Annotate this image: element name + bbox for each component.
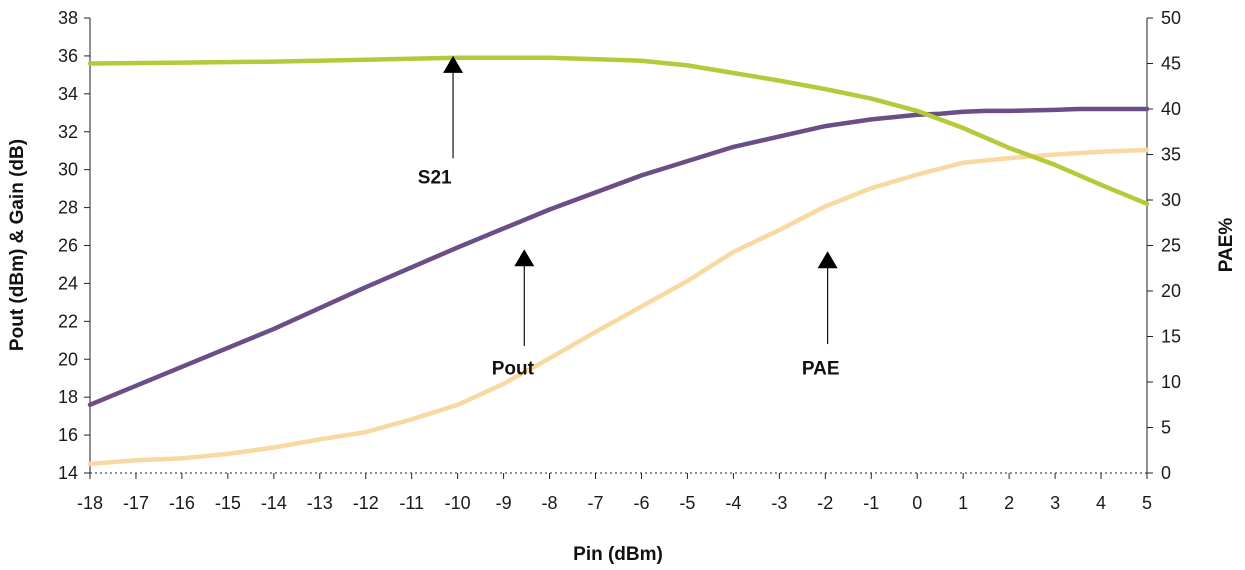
y-left-axis-title: Pout (dBm) & Gain (dB) xyxy=(7,139,28,351)
y-right-tick-label: 5 xyxy=(1161,418,1171,438)
x-tick-label: -6 xyxy=(633,493,649,513)
y-left-tick-label: 18 xyxy=(58,387,78,407)
annotation-label-s21: S21 xyxy=(418,167,452,188)
annotation-layer: S21 Pout PAE xyxy=(418,55,840,380)
x-tick-label: -10 xyxy=(445,493,471,513)
y-left-tick-label: 34 xyxy=(58,84,78,104)
x-tick-label: -1 xyxy=(863,493,879,513)
x-tick-label: -16 xyxy=(169,493,195,513)
x-tick-label: -11 xyxy=(399,493,424,513)
x-tick-label: -5 xyxy=(679,493,695,513)
x-tick-label: -17 xyxy=(123,493,149,513)
series-line-pout xyxy=(87,106,1150,408)
x-tick-label: -4 xyxy=(725,493,741,513)
x-tick-label: 5 xyxy=(1142,493,1152,513)
x-ticks: -18 -17 -16 -15 -14 -13 -12 -11 -10 -9 -8 -7 -6 -5 -4-… xyxy=(77,473,1152,513)
x-tick-label: -9 xyxy=(496,493,512,513)
y-left-tick-label: 20 xyxy=(58,349,78,369)
x-tick-label: 2 xyxy=(1004,493,1014,513)
y-left-tick-label: 14 xyxy=(58,463,78,483)
x-tick-label: -13 xyxy=(307,493,333,513)
y-right-tick-label: 45 xyxy=(1161,54,1181,74)
y-right-ticks: 0 5 10 15 20 25 30 35 40 45 50 xyxy=(1147,8,1181,483)
y-left-tick-label: 32 xyxy=(58,122,78,142)
x-tick-label: 1 xyxy=(958,493,968,513)
x-tick-label: 3 xyxy=(1050,493,1060,513)
x-tick-label: 4 xyxy=(1096,493,1106,513)
annotation-arrowhead-s21 xyxy=(443,55,464,73)
y-left-tick-label: 30 xyxy=(58,160,78,180)
annotation-arrowhead-pae xyxy=(817,251,838,269)
y-left-tick-label: 24 xyxy=(58,273,78,293)
x-tick-label: -2 xyxy=(817,493,833,513)
x-tick-label: -18 xyxy=(77,493,103,513)
y-left-tick-label: 38 xyxy=(58,8,78,28)
annotation-arrowhead-pout xyxy=(514,249,535,267)
x-axis-title: Pin (dBm) xyxy=(573,544,663,565)
y-left-tick-label: 16 xyxy=(58,425,78,445)
y-right-tick-label: 35 xyxy=(1161,145,1181,165)
series-layer xyxy=(87,55,1150,467)
y-left-tick-label: 26 xyxy=(58,236,78,256)
y-right-tick-label: 25 xyxy=(1161,236,1181,256)
y-right-axis-title: PAE% xyxy=(1216,218,1237,273)
y-left-tick-label: 22 xyxy=(58,311,78,331)
y-right-tick-label: 40 xyxy=(1161,99,1181,119)
x-tick-label: -8 xyxy=(542,493,558,513)
series-line-s21 xyxy=(87,55,1150,207)
y-right-tick-label: 20 xyxy=(1161,281,1181,301)
y-left-ticks: 14 16 18 20 22 24 26 28 30 32 34 36 38 xyxy=(58,8,90,483)
y-left-tick-label: 36 xyxy=(58,46,78,66)
x-tick-label: 0 xyxy=(912,493,922,513)
x-tick-label: -15 xyxy=(215,493,241,513)
y-right-tick-label: 50 xyxy=(1161,8,1181,28)
x-tick-label: -12 xyxy=(353,493,379,513)
y-right-tick-label: 0 xyxy=(1161,463,1171,483)
y-left-tick-label: 28 xyxy=(58,198,78,218)
plot-frame xyxy=(89,18,1148,474)
y-right-tick-label: 30 xyxy=(1161,190,1181,210)
annotation-label-pout: Pout xyxy=(492,359,535,380)
y-right-tick-label: 10 xyxy=(1161,372,1181,392)
x-tick-label: -14 xyxy=(261,493,287,513)
y-right-tick-label: 15 xyxy=(1161,327,1181,347)
annotation-label-pae: PAE xyxy=(802,359,840,380)
x-tick-label: -7 xyxy=(588,493,604,513)
series-line-pae xyxy=(87,147,1150,467)
x-tick-label: -3 xyxy=(771,493,787,513)
